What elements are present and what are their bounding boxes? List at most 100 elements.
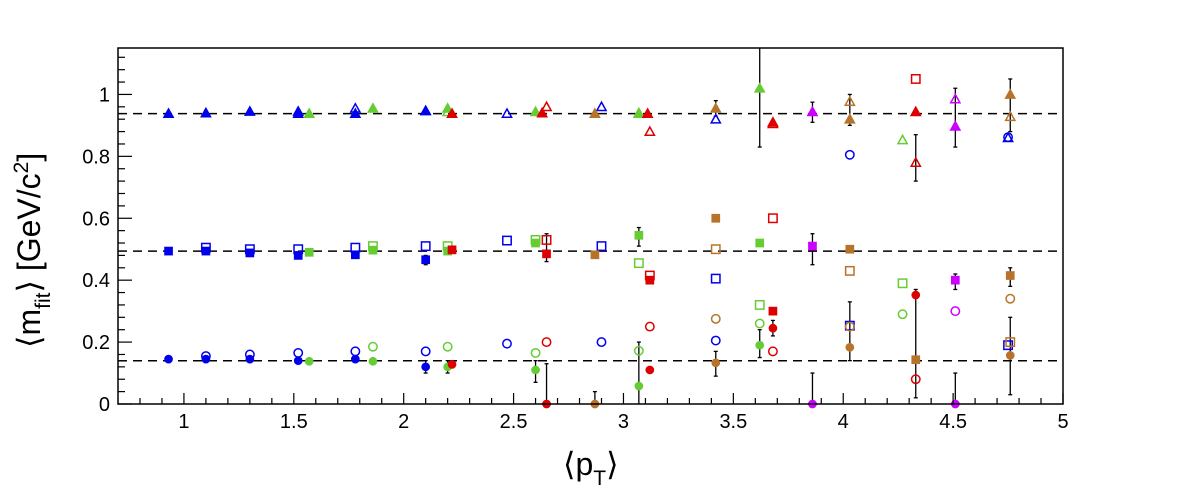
x-tick-label: 3.5 [719, 411, 747, 433]
blue-tri-filled-point [162, 107, 175, 119]
green-square-filled-point [531, 238, 540, 248]
blue-circle-filled-point [245, 354, 255, 364]
blue-tri-filled-point [200, 106, 212, 118]
y-axis-title-text: ⟨mfit⟩ [GeV/c2] [10, 153, 55, 348]
brown-square-filled-point [911, 355, 921, 365]
red-square-open-point [644, 270, 655, 281]
red-circle-open-point [541, 337, 552, 348]
brown-tri-open-point [843, 95, 856, 106]
y-tick-label: 0 [99, 394, 110, 416]
green-circle-filled-point [634, 381, 644, 391]
blue-square-open-point [200, 242, 211, 253]
blue-square-open-point [244, 244, 255, 255]
y-tick-label: 0.8 [82, 146, 110, 168]
purple-tri-filled-point [806, 105, 819, 117]
red-circle-open-point [767, 346, 778, 357]
green-tri-open-point [896, 133, 909, 145]
blue-square-open-point [710, 273, 721, 284]
blue-circle-open-point [1003, 132, 1014, 143]
y-tick-label: 0.4 [82, 270, 110, 292]
blue-square-filled-point [421, 255, 431, 265]
blue-circle-filled-point [421, 362, 431, 372]
blue-tri-open-point [709, 113, 722, 124]
blue-tri-filled-point [349, 107, 362, 119]
green-circle-open-point [754, 318, 765, 329]
blue-circle-filled-point [164, 354, 173, 364]
green-square-open-point [754, 299, 765, 310]
brown-circle-filled-point [845, 342, 855, 352]
blue-circle-open-point [596, 337, 607, 348]
x-tick-label: 1.5 [280, 411, 308, 433]
plot-frame [117, 47, 1064, 405]
red-tri-open-point [767, 117, 779, 129]
brown-square-open-point [710, 244, 721, 255]
blue-square-filled-point [164, 246, 173, 256]
brown-square-filled-point [590, 250, 600, 260]
blue-square-open-point [596, 241, 607, 252]
green-circle-filled-point [304, 356, 314, 366]
green-circle-filled-point [755, 340, 765, 350]
brown-square-filled-point [711, 213, 721, 223]
brown-tri-filled-point [709, 102, 722, 113]
red-tri-open-point [643, 125, 656, 137]
blue-circle-open-point [844, 149, 855, 160]
brown-square-open-point [844, 265, 855, 276]
blue-circle-filled-point [350, 354, 360, 364]
green-tri-filled-point [303, 107, 316, 119]
red-circle-filled-point [447, 360, 457, 369]
green-tri-filled-point [367, 102, 379, 113]
brown-circle-filled-point [711, 358, 721, 368]
red-tri-filled-point [446, 107, 458, 119]
purple-circle-open-point [950, 306, 961, 317]
brown-circle-open-point [710, 313, 721, 324]
green-circle-open-point [897, 309, 908, 320]
green-circle-open-point [367, 341, 378, 352]
blue-tri-open-point [595, 100, 608, 112]
blue-square-open-point [502, 235, 512, 246]
x-tick-label: 2.5 [500, 411, 528, 433]
red-circle-open-point [910, 374, 921, 385]
error-bars [423, 48, 1013, 404]
brown-tri-filled-point [1004, 88, 1017, 99]
green-tri-open-point [632, 106, 645, 118]
red-tri-open-point [909, 156, 922, 167]
red-square-open-point [541, 234, 552, 245]
red-square-filled-point [768, 306, 778, 316]
green-tri-filled-point [753, 82, 766, 93]
red-circle-filled-point [768, 323, 778, 333]
blue-tri-open-point [501, 107, 513, 119]
y-axis-title: ⟨mfit⟩ [GeV/c2] [10, 153, 55, 348]
purple-square-filled-point [950, 275, 960, 285]
blue-square-open-point [1003, 340, 1014, 351]
x-tick-label: 3 [618, 411, 629, 433]
green-square-open-point [367, 241, 378, 252]
blue-circle-open-point [710, 335, 721, 346]
red-square-open-point [767, 213, 778, 224]
blue-tri-open-point [419, 104, 432, 116]
blue-circle-open-point [502, 338, 512, 349]
red-square-open-point [910, 74, 921, 84]
brown-circle-open-point [844, 321, 855, 332]
red-tri-open-point [540, 100, 553, 112]
purple-tri-open-point [949, 92, 962, 104]
tick-labels: 1 1.5 2 2.5 3 3.5 4 4.5 5 0 0.2 0.4 0.6 0.8 1 [82, 84, 1068, 433]
red-circle-filled-point [911, 290, 921, 300]
green-circle-open-point [633, 345, 644, 356]
brown-circle-filled-point [1005, 351, 1015, 360]
y-tick-label: 0.2 [82, 332, 110, 354]
green-tri-filled-point [529, 105, 542, 117]
blue-circle-filled-point [201, 354, 211, 364]
red-circle-open-point [644, 321, 655, 332]
blue-circle-filled-point [293, 356, 303, 366]
green-circle-open-point [530, 347, 541, 358]
brown-square-filled-point [1005, 271, 1015, 280]
blue-square-filled-point [201, 246, 211, 256]
green-circle-filled-point [531, 365, 540, 375]
brown-tri-filled-point [843, 113, 856, 124]
blue-square-filled-point [293, 251, 303, 260]
red-circle-filled-point [645, 365, 655, 375]
blue-square-open-point [420, 241, 431, 252]
brown-tri-filled-point [589, 107, 601, 119]
red-square-filled-point [447, 245, 457, 255]
